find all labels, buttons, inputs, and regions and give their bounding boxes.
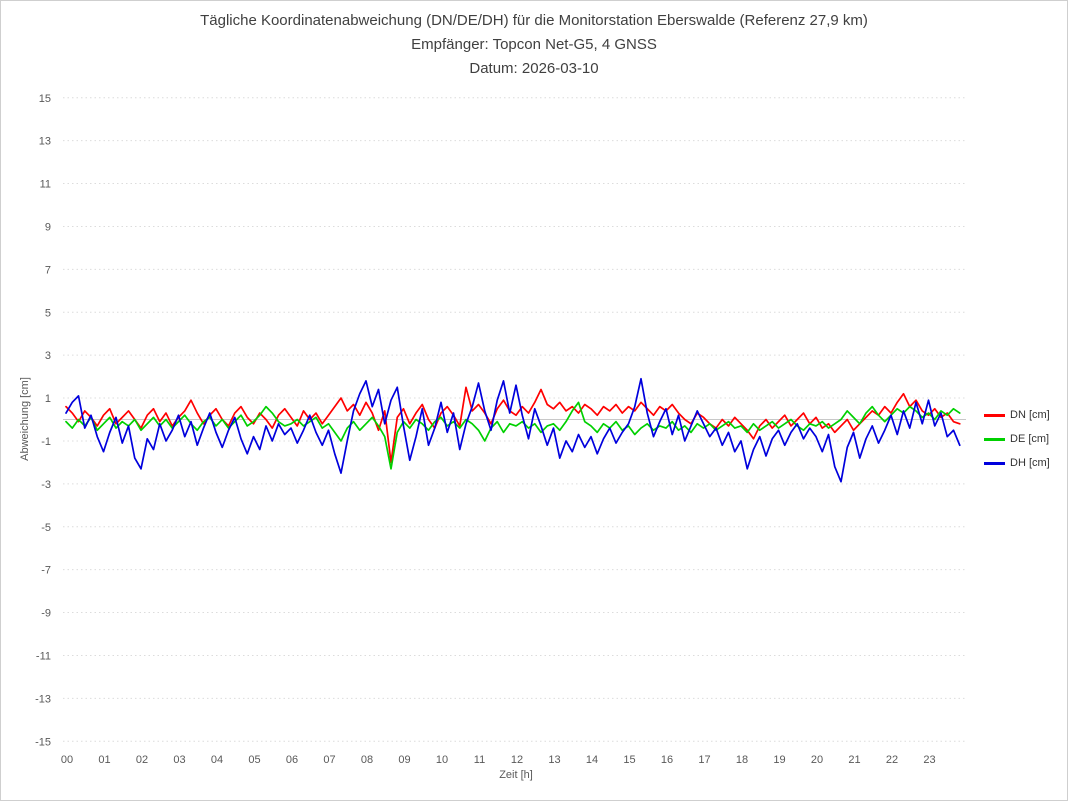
chart-title: Tägliche Koordinatenabweichung (DN/DE/DH…: [200, 12, 868, 29]
y-tick-label: 9: [45, 221, 51, 233]
x-tick-label: 10: [436, 754, 448, 766]
y-tick-label: 11: [40, 179, 51, 191]
legend-item-dn: DN [cm]: [984, 403, 1050, 427]
x-tick-label: 01: [98, 754, 110, 766]
x-tick-label: 09: [398, 754, 410, 766]
legend-label: DN [cm]: [1010, 409, 1050, 421]
x-axis-label: Zeit [h]: [499, 769, 533, 781]
x-tick-label: 20: [811, 754, 823, 766]
legend-line-swatch: [984, 437, 1005, 441]
x-tick-label: 16: [661, 754, 673, 766]
x-tick-label: 23: [923, 754, 935, 766]
y-tick-label: -15: [35, 736, 51, 748]
x-tick-label: 04: [211, 754, 223, 766]
series-line-dh: [65, 377, 961, 483]
legend-line-swatch: [984, 413, 1005, 417]
y-tick-label: 1: [45, 393, 51, 405]
legend-line-swatch: [984, 461, 1005, 465]
x-tick-label: 06: [286, 754, 298, 766]
chart-date: Datum: 2026-03-10: [469, 60, 599, 77]
y-tick-label: -13: [35, 693, 51, 705]
x-tick-label: 03: [173, 754, 185, 766]
chart-subtitle: Empfänger: Topcon Net-G5, 4 GNSS: [411, 36, 657, 53]
x-tick-label: 15: [623, 754, 635, 766]
y-tick-label: -5: [41, 522, 51, 534]
series-line-dn: [65, 386, 961, 464]
x-tick-label: 05: [248, 754, 260, 766]
legend-label: DH [cm]: [1010, 457, 1050, 469]
y-tick-label: 15: [39, 93, 51, 105]
y-tick-label: 5: [45, 307, 51, 319]
chart-header: Tägliche Koordinatenabweichung (DN/DE/DH…: [1, 9, 1067, 81]
y-axis-label: Abweichung [cm]: [19, 377, 31, 461]
legend-item-de: DE [cm]: [984, 427, 1050, 451]
x-tick-label: 19: [773, 754, 785, 766]
x-tick-label: 21: [848, 754, 860, 766]
y-tick-label: 3: [45, 350, 51, 362]
chart-legend: DN [cm] DE [cm] DH [cm]: [984, 403, 1050, 475]
y-tick-label: -9: [41, 608, 51, 620]
legend-item-dh: DH [cm]: [984, 451, 1050, 475]
x-tick-label: 18: [736, 754, 748, 766]
legend-label: DE [cm]: [1010, 433, 1050, 445]
x-tick-label: 22: [886, 754, 898, 766]
y-tick-label: -11: [36, 650, 51, 662]
series-line-de: [65, 401, 961, 470]
y-tick-label: -3: [41, 479, 51, 491]
x-tick-label: 11: [474, 754, 485, 766]
x-tick-label: 13: [548, 754, 560, 766]
x-tick-label: 02: [136, 754, 148, 766]
x-tick-label: 17: [698, 754, 710, 766]
y-tick-label: 13: [39, 136, 51, 148]
y-tick-label: -7: [41, 565, 51, 577]
x-tick-label: 08: [361, 754, 373, 766]
x-tick-label: 12: [511, 754, 523, 766]
x-tick-label: 14: [586, 754, 598, 766]
y-tick-label: 7: [45, 264, 51, 276]
y-tick-label: -1: [41, 436, 51, 448]
x-tick-label: 07: [323, 754, 335, 766]
x-tick-label: 00: [61, 754, 73, 766]
